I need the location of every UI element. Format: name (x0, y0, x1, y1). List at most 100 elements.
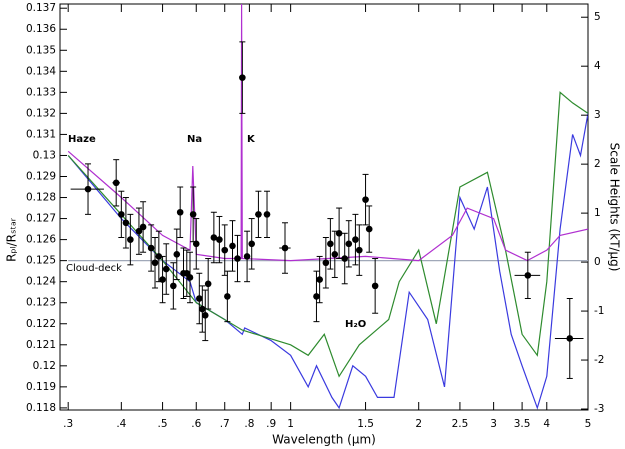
y2-tick-label: 0 (594, 256, 601, 268)
y-tick-label: 0.124 (26, 276, 56, 288)
y-tick-label: 0.135 (26, 44, 56, 56)
data-point (322, 259, 330, 267)
y2-tick-label: -1 (594, 305, 604, 317)
y-tick-label: 0.125 (26, 255, 56, 267)
y-tick-label: 0.118 (26, 402, 56, 414)
data-point (173, 251, 181, 258)
data-point (234, 255, 241, 262)
y-tick-label: 0.119 (26, 381, 56, 393)
y2-tick-label: -3 (594, 403, 604, 415)
data-point (201, 312, 209, 319)
data-point (192, 240, 200, 248)
data-point (313, 293, 320, 300)
y-tick-label: 0.129 (26, 170, 56, 182)
y2-tick-label: 4 (594, 60, 601, 72)
data-point (155, 253, 163, 260)
y2-tick-label: 2 (594, 158, 601, 170)
data-point (255, 211, 262, 218)
data-point (139, 223, 147, 231)
y-tick-label: 0.134 (26, 65, 56, 77)
y-tick-label: 0.133 (26, 86, 56, 98)
data-point (122, 219, 130, 227)
data-point (189, 211, 197, 218)
data-point (371, 282, 379, 290)
data-point (151, 259, 159, 267)
data-point (345, 240, 353, 248)
y2-axis-label: Scale Heights (kT/μg) (608, 143, 622, 272)
x-axis-label: Wavelength (μm) (272, 433, 376, 447)
y-tick-label: 0.123 (26, 297, 56, 309)
y-axis-label: Rₚₗ/Rₛₜₐᵣ (5, 217, 19, 262)
model-line (67, 113, 588, 410)
x-tick-label: 1 (287, 418, 294, 430)
x-tick-label: 4 (543, 418, 550, 430)
data-point (316, 276, 323, 283)
data-point (170, 282, 177, 290)
y2-tick-label: 5 (594, 11, 601, 23)
data-point (221, 246, 229, 254)
data-point (84, 185, 92, 193)
data-point (196, 295, 203, 302)
annotation: Haze (68, 134, 96, 145)
y-tick-label: 0.132 (26, 107, 56, 119)
x-tick-label: .5 (158, 418, 168, 430)
y-tick-label: 0.122 (26, 318, 56, 330)
data-point (162, 265, 170, 273)
y2-tick-label: 3 (594, 109, 601, 121)
annotation: H₂O (345, 319, 366, 330)
data-point (224, 293, 231, 300)
x-tick-label: 2.5 (452, 418, 469, 430)
y-tick-label: 0.137 (26, 2, 56, 14)
data-point (331, 251, 339, 258)
y-tick-label: 0.127 (26, 213, 56, 225)
data-point (362, 196, 369, 203)
x-tick-label: .7 (220, 418, 230, 430)
annotation: K (247, 134, 256, 145)
y-tick-label: 0.13 (33, 149, 56, 161)
data-point (263, 211, 271, 218)
model-line (67, 4, 588, 262)
plot-frame (59, 3, 589, 411)
data-point (176, 208, 184, 216)
model-line (67, 91, 588, 378)
y-tick-label: 0.131 (26, 128, 56, 140)
x-tick-label: 1.5 (357, 418, 374, 430)
data-point (147, 244, 155, 252)
x-tick-label: .8 (244, 418, 254, 430)
data-point (281, 244, 289, 252)
y-tick-label: 0.136 (26, 23, 56, 35)
x-tick-label: .9 (266, 418, 276, 430)
x-tick-label: 3.5 (514, 418, 531, 430)
annotation: Cloud-deck (66, 263, 122, 274)
data-point (524, 272, 532, 279)
data-point (199, 305, 206, 313)
x-tick-label: .4 (116, 418, 126, 430)
data-point (365, 225, 373, 233)
x-tick-label: 5 (585, 418, 592, 430)
data-point (352, 236, 359, 243)
x-tick-label: .3 (63, 418, 73, 430)
x-tick-label: 3 (490, 418, 497, 430)
data-point (239, 74, 246, 81)
data-point (127, 236, 134, 243)
y-tick-label: 0.121 (26, 339, 56, 351)
data-point (341, 255, 349, 262)
y2-tick-label: -2 (594, 354, 604, 366)
data-point (229, 242, 236, 250)
y2-tick-label: 1 (594, 207, 601, 219)
x-tick-label: .6 (191, 418, 201, 430)
y-tick-label: 0.12 (33, 360, 56, 372)
data-point (327, 240, 334, 248)
data-point (112, 179, 120, 187)
data-point (243, 253, 251, 260)
data-point (248, 240, 256, 248)
data-point (186, 274, 194, 281)
data-point (566, 335, 574, 342)
data-point (335, 229, 343, 237)
x-tick-label: 2 (415, 418, 422, 430)
data-point (159, 276, 166, 283)
data-point (135, 227, 143, 235)
annotation: Na (187, 134, 202, 145)
y-tick-label: 0.128 (26, 192, 56, 204)
